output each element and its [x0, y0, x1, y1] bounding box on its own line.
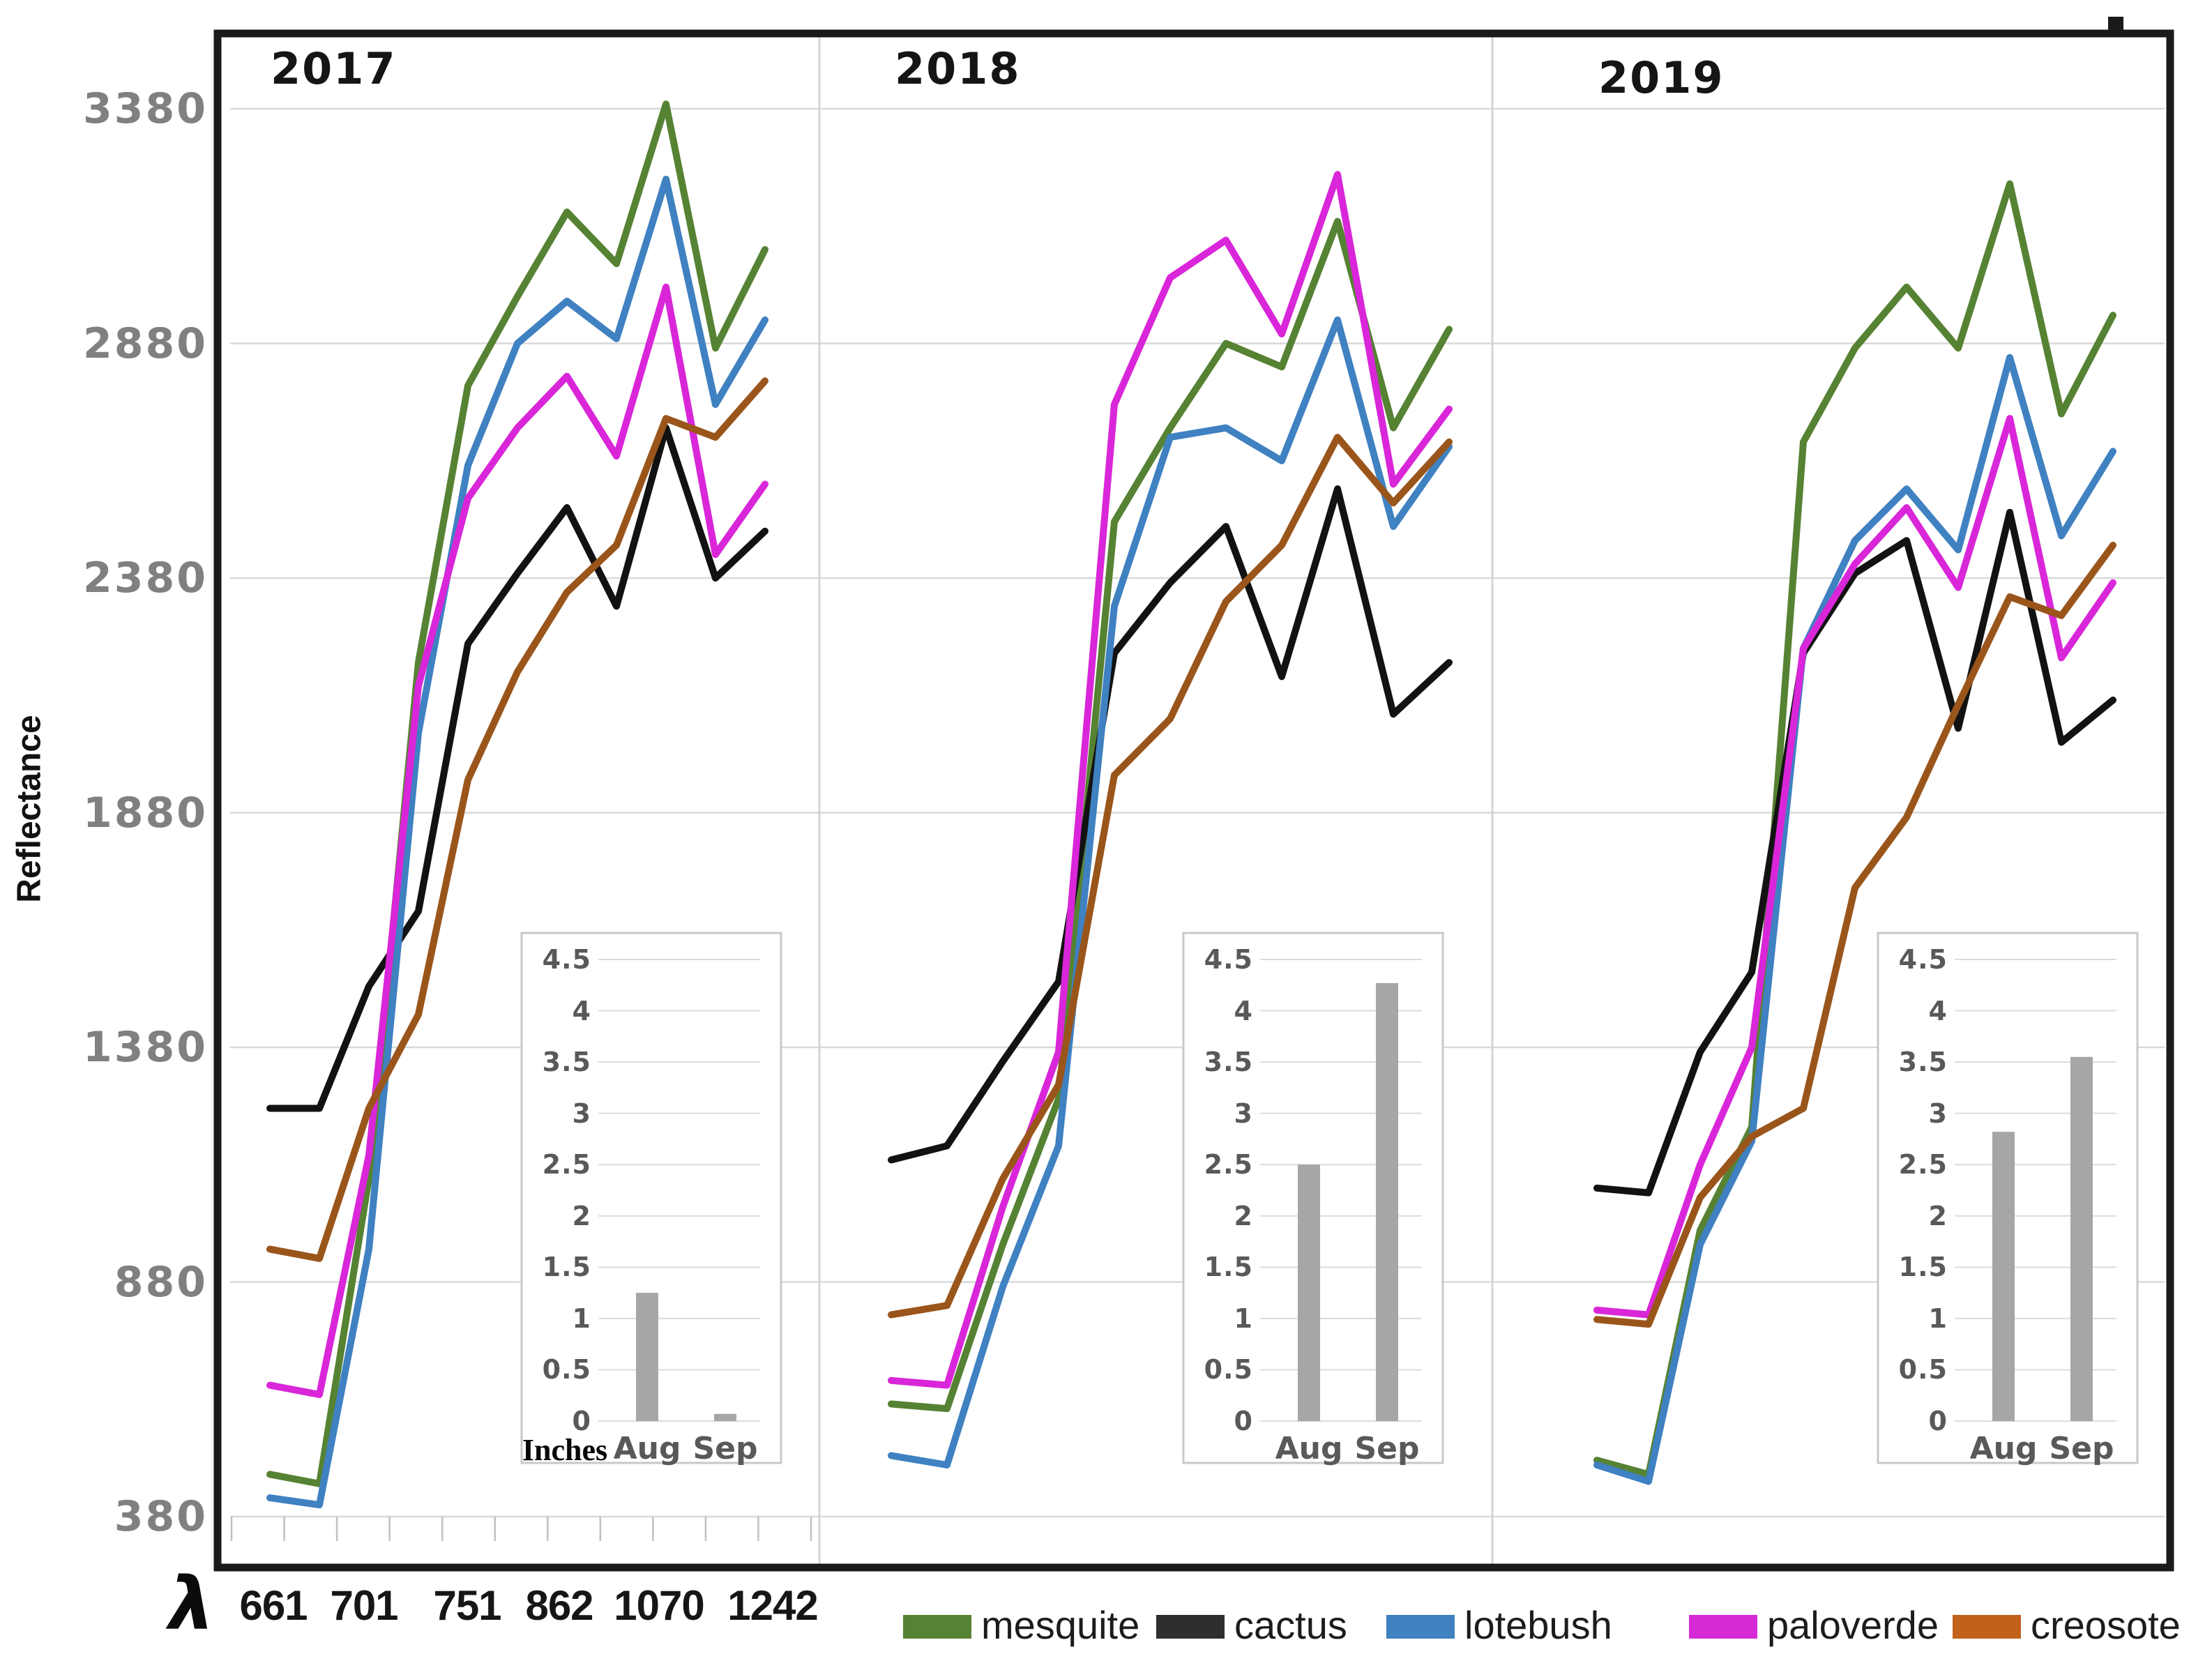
series-line-2018-paloverde — [888, 171, 1453, 1389]
inset-y-tick-2017-1: 1 — [572, 1303, 591, 1334]
legend-label-cactus: cactus — [1234, 1603, 1347, 1647]
inset-y-tick-2017-2.5: 2.5 — [542, 1149, 591, 1181]
legend-swatch-mesquite — [903, 1614, 971, 1639]
legend-label-lotebush: lotebush — [1464, 1603, 1612, 1647]
inset-y-tick-2017-0.5: 0.5 — [542, 1354, 591, 1386]
inset-y-tick-2017-4.5: 4.5 — [542, 944, 591, 975]
legend-item-mesquite: mesquite — [903, 1603, 1140, 1649]
inset-y-tick-2017-0: 0 — [572, 1406, 591, 1436]
inset-cat-label-2018-Sep: Sep — [1354, 1431, 1420, 1466]
series-line-2019-creosote — [1593, 541, 2116, 1328]
legend-item-cactus: cactus — [1156, 1603, 1347, 1649]
inset-y-tick-2018-0.5: 0.5 — [1204, 1354, 1253, 1386]
inset-y-tick-2019-4.5: 4.5 — [1898, 944, 1948, 975]
inset-y-tick-2017-1.5: 1.5 — [542, 1252, 591, 1283]
inset-y-tick-2019-4: 4 — [1928, 995, 1948, 1026]
year-label-2018: 2018 — [895, 43, 1021, 94]
x-tick-label-1070: 1070 — [614, 1582, 704, 1629]
year-label-2017: 2017 — [271, 43, 397, 94]
x-tick-label-1242: 1242 — [727, 1582, 818, 1629]
x-tick-label-862: 862 — [525, 1582, 593, 1629]
legend-swatch-cactus — [1156, 1614, 1225, 1639]
inset-y-tick-2017-3.5: 3.5 — [542, 1047, 591, 1078]
inset-y-tick-2018-3.5: 3.5 — [1204, 1047, 1253, 1078]
inset-y-tick-2019-2.5: 2.5 — [1898, 1149, 1948, 1181]
y-tick-label-2880: 2880 — [83, 319, 208, 368]
series-line-2019-paloverde — [1593, 415, 2116, 1319]
inset-y-tick-2019-0.5: 0.5 — [1898, 1354, 1948, 1386]
inset-bar-2018-Aug — [1298, 1164, 1320, 1421]
inset-y-tick-2018-4.5: 4.5 — [1204, 944, 1253, 975]
inset-y-tick-2018-2.5: 2.5 — [1204, 1149, 1253, 1181]
inset-bar-2019-Aug — [1992, 1132, 2015, 1421]
series-line-2017-mesquite — [266, 100, 768, 1487]
series-line-2017-cactus — [266, 424, 768, 1112]
inset-y-tick-2017-3: 3 — [572, 1098, 591, 1129]
y-tick-label-880: 880 — [114, 1257, 208, 1307]
inset-y-tick-2019-1.5: 1.5 — [1898, 1252, 1948, 1283]
legend-label-creosote: creosote — [2031, 1603, 2181, 1647]
legend-item-paloverde: paloverde — [1689, 1603, 1939, 1649]
series-line-2018-cactus — [888, 485, 1453, 1164]
inset-cat-label-2018-Aug: Aug — [1275, 1431, 1343, 1466]
legend-item-lotebush: lotebush — [1386, 1603, 1612, 1649]
inset-y-tick-2017-2: 2 — [572, 1200, 591, 1231]
inset-cat-label-2017-Sep: Sep — [692, 1431, 758, 1466]
inset-y-tick-2019-0: 0 — [1928, 1406, 1948, 1436]
y-tick-label-1380: 1380 — [83, 1023, 208, 1072]
inset-y-tick-2018-3: 3 — [1234, 1098, 1253, 1129]
inset-cat-label-2019-Sep: Sep — [2049, 1431, 2114, 1466]
inset-y-tick-2018-0: 0 — [1234, 1406, 1253, 1436]
inset-y-tick-2018-1.5: 1.5 — [1204, 1252, 1253, 1283]
series-line-2019-lotebush — [1593, 354, 2116, 1485]
legend-item-creosote: creosote — [1953, 1603, 2181, 1649]
y-tick-label-1880: 1880 — [83, 788, 208, 837]
inset-unit-label-2017: Inches — [522, 1433, 608, 1467]
x-tick-label-751: 751 — [433, 1582, 501, 1629]
inset-y-tick-2019-1: 1 — [1928, 1303, 1948, 1334]
inset-cat-label-2019-Aug: Aug — [1969, 1431, 2038, 1466]
legend-label-mesquite: mesquite — [981, 1603, 1140, 1647]
y-tick-label-3380: 3380 — [83, 84, 208, 133]
x-axis-lambda-symbol: λ — [169, 1561, 215, 1646]
legend-swatch-creosote — [1953, 1614, 2021, 1639]
legend-swatch-lotebush — [1386, 1614, 1455, 1639]
series-line-2017-paloverde — [266, 283, 768, 1398]
year-label-2019: 2019 — [1598, 52, 1725, 103]
series-line-2019-cactus — [1593, 508, 2116, 1197]
inset-y-tick-2019-3: 3 — [1928, 1098, 1948, 1129]
legend-swatch-paloverde — [1689, 1614, 1757, 1639]
inset-cat-label-2017-Aug: Aug — [613, 1431, 681, 1466]
series-line-2017-lotebush — [266, 176, 768, 1509]
series-line-2017-creosote — [266, 377, 768, 1262]
inset-bar-2018-Sep — [1376, 982, 1398, 1421]
inset-bar-2017-Aug — [636, 1293, 658, 1421]
inset-y-tick-2017-4: 4 — [572, 995, 591, 1026]
inset-y-tick-2018-1: 1 — [1234, 1303, 1253, 1334]
series-line-2018-lotebush — [888, 316, 1453, 1468]
y-axis-title: Reflectance — [10, 715, 48, 903]
x-tick-label-661: 661 — [239, 1582, 308, 1629]
inset-bar-2017-Sep — [714, 1413, 736, 1421]
inset-bar-2019-Sep — [2070, 1056, 2093, 1421]
chart-border — [213, 29, 2174, 1572]
border-notch-artifact — [2108, 17, 2123, 35]
legend-label-paloverde: paloverde — [1767, 1603, 1939, 1647]
inset-y-tick-2018-4: 4 — [1234, 995, 1253, 1026]
y-tick-label-2380: 2380 — [83, 554, 208, 602]
x-tick-label-701: 701 — [330, 1582, 398, 1629]
inset-y-tick-2018-2: 2 — [1234, 1200, 1253, 1231]
series-line-2018-creosote — [888, 434, 1453, 1319]
inset-y-tick-2019-2: 2 — [1928, 1200, 1948, 1231]
y-tick-label-380: 380 — [114, 1492, 208, 1541]
inset-y-tick-2019-3.5: 3.5 — [1898, 1047, 1948, 1078]
